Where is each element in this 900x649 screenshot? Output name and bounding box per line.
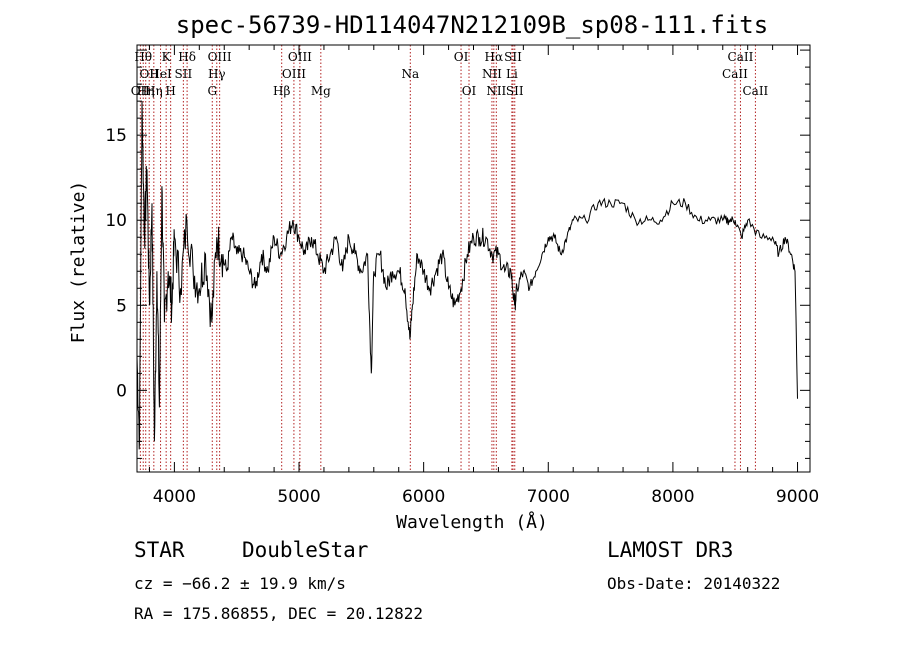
x-tick-label-7000: 7000: [527, 487, 570, 507]
ra-dec: RA = 175.86855, DEC = 20.12822: [134, 604, 423, 623]
line-label-15: OIII: [288, 50, 312, 64]
axis-ticks: 4000 5000 6000 7000 8000 9000 0 5 10 15: [105, 45, 819, 507]
line-label-20: NII: [482, 67, 502, 81]
plot-frame: [136, 44, 811, 473]
line-label-26: CaII: [722, 67, 748, 81]
line-label-22: NII: [486, 84, 506, 98]
emission-line-labels: OIIHθHηOIIHηHeIKHSIIHδGHγOIIIHβOIIIOIIIM…: [131, 50, 769, 98]
survey-name: LAMOST DR3: [607, 538, 734, 562]
line-label-5: HeI: [149, 67, 172, 81]
line-label-9: Hδ: [178, 50, 196, 64]
line-label-3: OII: [140, 67, 160, 81]
x-tick-label-9000: 9000: [776, 487, 819, 507]
line-label-23: Li: [506, 67, 518, 81]
object-subclass: DoubleStar: [242, 538, 369, 562]
x-tick-label-8000: 8000: [651, 487, 694, 507]
line-label-10: G: [207, 84, 217, 98]
line-label-17: Na: [401, 67, 419, 81]
object-class: STAR: [134, 538, 185, 562]
line-label-28: CaII: [742, 84, 768, 98]
line-label-11: Hγ: [208, 67, 226, 81]
y-tick-label-10: 10: [105, 211, 127, 231]
line-label-13: Hβ: [273, 84, 290, 98]
line-label-24: SII: [504, 50, 522, 64]
line-label-21: Hα: [485, 50, 504, 64]
y-tick-label-0: 0: [116, 381, 127, 401]
emission-line-markers: [139, 45, 756, 472]
observation-date: Obs-Date: 20140322: [607, 574, 781, 593]
line-label-27: CaII: [728, 50, 754, 64]
y-tick-label-5: 5: [116, 296, 127, 316]
x-tick-label-4000: 4000: [153, 487, 196, 507]
line-label-8: SII: [175, 67, 193, 81]
line-label-19: OI: [462, 84, 477, 98]
line-label-12: OIII: [208, 50, 232, 64]
spectrum-line: [136, 101, 798, 450]
line-label-16: Mg: [311, 84, 331, 98]
line-label-6: K: [162, 50, 172, 64]
x-tick-label-5000: 5000: [277, 487, 320, 507]
line-label-2: Hη: [137, 84, 155, 98]
x-tick-label-6000: 6000: [402, 487, 445, 507]
line-label-25: SII: [506, 84, 524, 98]
y-axis-label: Flux (relative): [68, 181, 89, 344]
x-axis-label: Wavelength (Å): [396, 511, 548, 533]
y-tick-label-15: 15: [105, 126, 127, 146]
line-label-4: Hη: [145, 84, 163, 98]
line-label-0: OII: [131, 84, 151, 98]
line-label-18: OI: [454, 50, 469, 64]
line-label-7: H: [165, 84, 175, 98]
chart-title: spec-56739-HD114047N212109B_sp08-111.fit…: [176, 11, 768, 39]
line-label-1: Hθ: [134, 50, 152, 64]
redshift-cz: cz = −66.2 ± 19.9 km/s: [134, 574, 346, 593]
line-label-14: OIII: [282, 67, 306, 81]
